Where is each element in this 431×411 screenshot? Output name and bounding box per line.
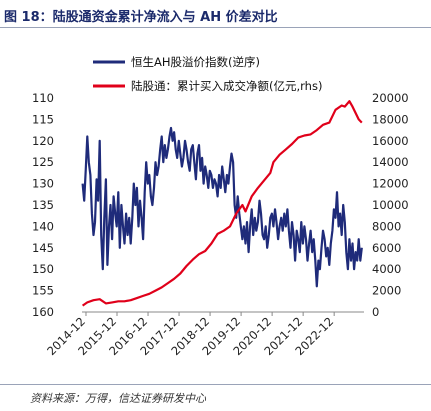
legend: 恒生AH股溢价指数(逆序) 陆股通：累计买入成交净额(亿元,rhs) bbox=[93, 55, 322, 93]
bottom-divider bbox=[0, 384, 431, 385]
left-tick-label: 155 bbox=[32, 284, 54, 298]
x-axis: 2014-122015-122016-122017-122018-122019-… bbox=[44, 311, 364, 358]
left-tick-label: 145 bbox=[32, 241, 54, 255]
left-tick-label: 130 bbox=[32, 177, 54, 191]
chart: 恒生AH股溢价指数(逆序) 陆股通：累计买入成交净额(亿元,rhs) 11011… bbox=[32, 55, 409, 358]
left-tick-label: 135 bbox=[32, 198, 54, 212]
left-tick-label: 140 bbox=[32, 219, 54, 233]
right-tick-label: 12000 bbox=[372, 177, 409, 191]
source-note: 资料来源：万得，信达证券研发中心 bbox=[30, 392, 206, 405]
right-tick-label: 10000 bbox=[372, 198, 409, 212]
left-axis: 110 115 120 125 130 135 140 145 150 155 160 bbox=[32, 91, 54, 319]
left-tick-label: 160 bbox=[32, 305, 54, 319]
top-divider bbox=[0, 27, 431, 28]
left-tick-label: 110 bbox=[32, 91, 54, 105]
right-tick-label: 4000 bbox=[372, 262, 401, 276]
series-line-ah-premium bbox=[81, 126, 363, 288]
right-tick-label: 18000 bbox=[372, 112, 409, 126]
title-bar: 图 18：陆股通资金累计净流入与 AH 价差对比 bbox=[0, 0, 431, 26]
plot-area bbox=[81, 100, 363, 307]
legend-label-ah: 恒生AH股溢价指数(逆序) bbox=[131, 55, 260, 69]
right-tick-label: 14000 bbox=[372, 155, 409, 169]
series-line-northbound-flow bbox=[81, 100, 363, 307]
left-tick-label: 115 bbox=[32, 112, 54, 126]
figure-title: 图 18：陆股通资金累计净流入与 AH 价差对比 bbox=[4, 10, 278, 25]
left-tick-label: 150 bbox=[32, 262, 54, 276]
right-tick-label: 2000 bbox=[372, 284, 401, 298]
left-tick-label: 120 bbox=[32, 134, 54, 148]
right-tick-label: 20000 bbox=[372, 91, 409, 105]
right-tick-label: 16000 bbox=[372, 134, 409, 148]
right-tick-label: 8000 bbox=[372, 219, 401, 233]
left-tick-label: 125 bbox=[32, 155, 54, 169]
right-tick-label: 0 bbox=[372, 305, 379, 319]
right-axis: 0 2000 4000 6000 8000 10000 12000 14000 16000 180… bbox=[372, 91, 409, 319]
legend-label-flow: 陆股通：累计买入成交净额(亿元,rhs) bbox=[131, 79, 322, 93]
right-tick-label: 6000 bbox=[372, 241, 401, 255]
